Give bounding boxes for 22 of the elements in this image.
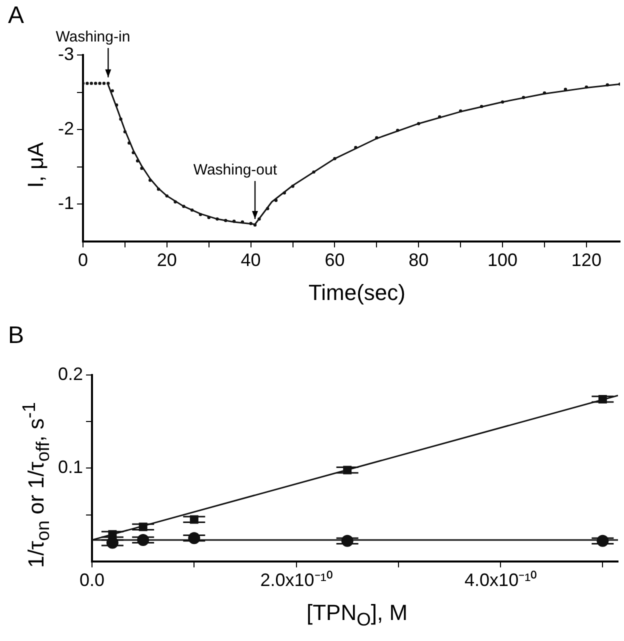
x-tick-label: 120 xyxy=(571,250,602,270)
y-axis-title: I, μA xyxy=(23,142,49,188)
x-tick-label: 4.0x10⁻¹⁰ xyxy=(464,570,537,590)
y-tick-label: -3 xyxy=(58,44,74,64)
y-tick-label: 0.1 xyxy=(58,457,84,478)
x-axis-title: Time(sec) xyxy=(308,280,406,306)
annotation: Washing-out xyxy=(193,162,278,179)
y-tick-label: -1 xyxy=(58,193,74,214)
chart-title: B xyxy=(8,322,24,350)
x-axis-title: [TPN$_{O}$], M xyxy=(305,600,409,630)
x-tick-label: 100 xyxy=(488,250,518,270)
y-tick-label: -2 xyxy=(58,118,74,139)
y-tick-label: 0.2 xyxy=(58,364,84,384)
x-tick-label: 20 xyxy=(156,250,177,270)
chart-title: A xyxy=(8,2,24,30)
x-tick-label: 2.0x10⁻¹⁰ xyxy=(260,570,332,590)
x-tick-label: 80 xyxy=(408,250,429,270)
x-tick-label: 40 xyxy=(240,250,261,270)
annotation: Washing-in xyxy=(56,28,130,46)
x-tick-label: 60 xyxy=(324,250,345,270)
x-tick-label: 0.0 xyxy=(80,570,105,590)
x-tick-label: 0 xyxy=(78,250,88,270)
